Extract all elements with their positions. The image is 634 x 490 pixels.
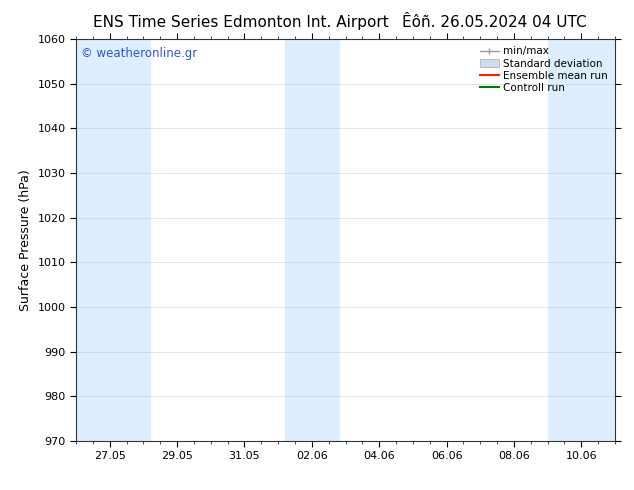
Text: ENS Time Series Edmonton Int. Airport: ENS Time Series Edmonton Int. Airport [93,15,389,30]
Text: © weatheronline.gr: © weatheronline.gr [81,47,198,60]
Bar [285,39,312,441]
Y-axis label: Surface Pressure (hPa): Surface Pressure (hPa) [19,169,32,311]
Bar [76,39,150,441]
Bar [548,39,581,441]
Bar [312,39,339,441]
Legend: min/max, Standard deviation, Ensemble mean run, Controll run: min/max, Standard deviation, Ensemble me… [476,42,612,97]
Text: Êôñ. 26.05.2024 04 UTC: Êôñ. 26.05.2024 04 UTC [402,15,587,30]
Bar [581,39,615,441]
